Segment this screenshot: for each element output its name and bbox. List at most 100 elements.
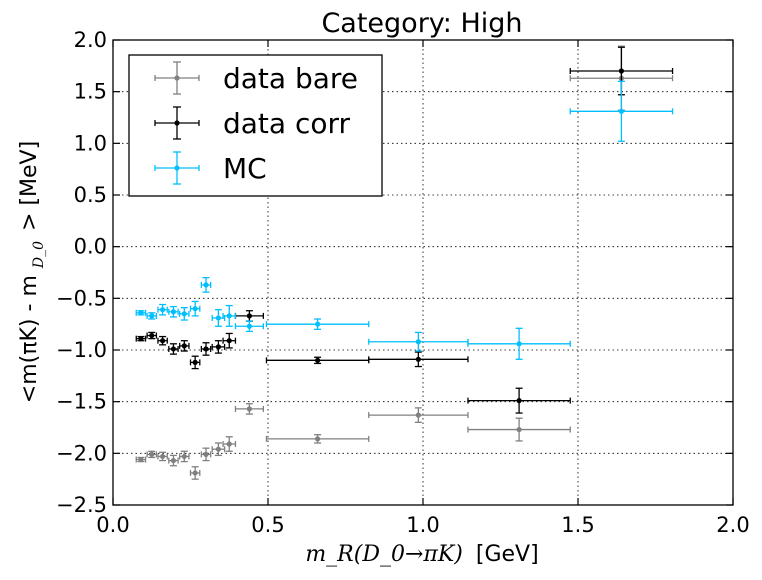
point-marker [415, 356, 421, 362]
point-marker [160, 338, 166, 344]
point-marker [226, 313, 232, 319]
point-marker [415, 339, 421, 345]
point-marker [138, 310, 144, 316]
y-tick-label: −2.5 [56, 493, 107, 517]
point-marker [149, 451, 155, 457]
point-marker [516, 341, 522, 347]
data-point [222, 304, 237, 327]
legend-entry: data corr [154, 106, 351, 140]
data-point [146, 312, 158, 320]
data-point [135, 309, 147, 316]
legend-label: data corr [223, 107, 351, 140]
y-axis-label: <m(πK) - m D_0 > [MeV] [17, 141, 49, 403]
point-marker [246, 406, 252, 412]
point-marker [226, 338, 232, 344]
point-marker [516, 426, 522, 433]
series-data-corr [135, 46, 674, 414]
legend: data bare data corr MC [128, 54, 383, 197]
data-point [569, 80, 674, 142]
data-point [265, 434, 370, 444]
point-marker [170, 457, 177, 464]
series-data-bare [135, 45, 674, 480]
data-point [146, 450, 158, 459]
legend-label: MC [223, 152, 267, 185]
data-point [168, 343, 179, 355]
data-point [368, 407, 469, 423]
point-marker [203, 346, 209, 352]
axis-ticks: 0.0 0.5 1.0 1.5 2.0 −2.5 −2.0 −1.5 −1.0 −0.5 0.0 0.… [56, 28, 750, 537]
legend-marker [174, 165, 180, 171]
x-axis-label-math: m_R(D_0→πK) [305, 542, 463, 567]
y-axis-label-prefix: <m(πK) - m [17, 275, 42, 403]
point-marker [138, 336, 144, 342]
legend-entry: MC [154, 151, 267, 185]
point-marker [516, 398, 522, 404]
data-point [157, 335, 168, 346]
data-point [146, 331, 158, 340]
data-point [189, 355, 201, 370]
point-marker [192, 470, 198, 476]
data-point [135, 456, 147, 463]
data-point [211, 309, 226, 327]
point-marker [138, 456, 144, 463]
data-point [157, 451, 168, 462]
data-point [135, 335, 147, 342]
y-tick-label: −1.5 [56, 390, 107, 414]
legend-label: data bare [223, 62, 358, 95]
x-axis-label-unit: [GeV] [476, 542, 539, 567]
y-axis-label-suffix: > [MeV] [17, 141, 42, 231]
data-point [467, 417, 571, 442]
point-marker [170, 346, 177, 352]
y-tick-label: −1.0 [56, 338, 107, 362]
point-marker [192, 359, 198, 365]
point-marker [246, 323, 252, 329]
point-marker [203, 282, 209, 288]
data-point [265, 318, 370, 330]
point-marker [149, 332, 155, 339]
point-marker [181, 311, 187, 317]
point-marker [226, 441, 232, 447]
y-tick-label: 0.5 [74, 183, 107, 207]
data-point [189, 466, 201, 480]
point-marker [170, 309, 177, 315]
point-marker [215, 344, 221, 350]
data-point [234, 403, 265, 415]
data-point [178, 450, 190, 463]
point-marker [215, 315, 221, 321]
data-point [168, 305, 179, 318]
data-point [234, 320, 265, 333]
point-marker [215, 446, 221, 452]
chart-title: Category: High [321, 8, 522, 39]
data-series [135, 45, 674, 480]
point-marker [246, 313, 252, 319]
data-point [467, 387, 571, 414]
point-marker [618, 68, 625, 74]
data-point [200, 342, 212, 356]
legend-entry: data bare [154, 61, 358, 95]
data-point [467, 327, 571, 360]
y-axis-label-subscript: D_0 [31, 241, 47, 269]
data-point [200, 277, 212, 293]
data-point [178, 306, 190, 321]
data-point [211, 442, 226, 457]
point-marker [315, 357, 321, 363]
point-marker [315, 436, 321, 442]
x-tick-label: 0.0 [96, 513, 129, 537]
data-point [200, 447, 212, 462]
y-tick-label: −0.5 [56, 286, 107, 310]
x-tick-label: 0.5 [251, 513, 284, 537]
series-mc [135, 80, 674, 360]
point-marker [149, 313, 155, 319]
y-tick-label: 1.5 [74, 80, 107, 104]
data-point [222, 332, 237, 349]
point-marker [181, 343, 187, 349]
data-point [157, 303, 168, 316]
data-point [211, 340, 226, 354]
legend-marker [174, 120, 180, 126]
data-point [168, 454, 179, 467]
y-tick-label: 1.0 [74, 131, 107, 155]
point-marker [160, 453, 166, 460]
x-axis-label: m_R(D_0→πK) [GeV] [305, 542, 538, 567]
point-marker [415, 412, 421, 418]
